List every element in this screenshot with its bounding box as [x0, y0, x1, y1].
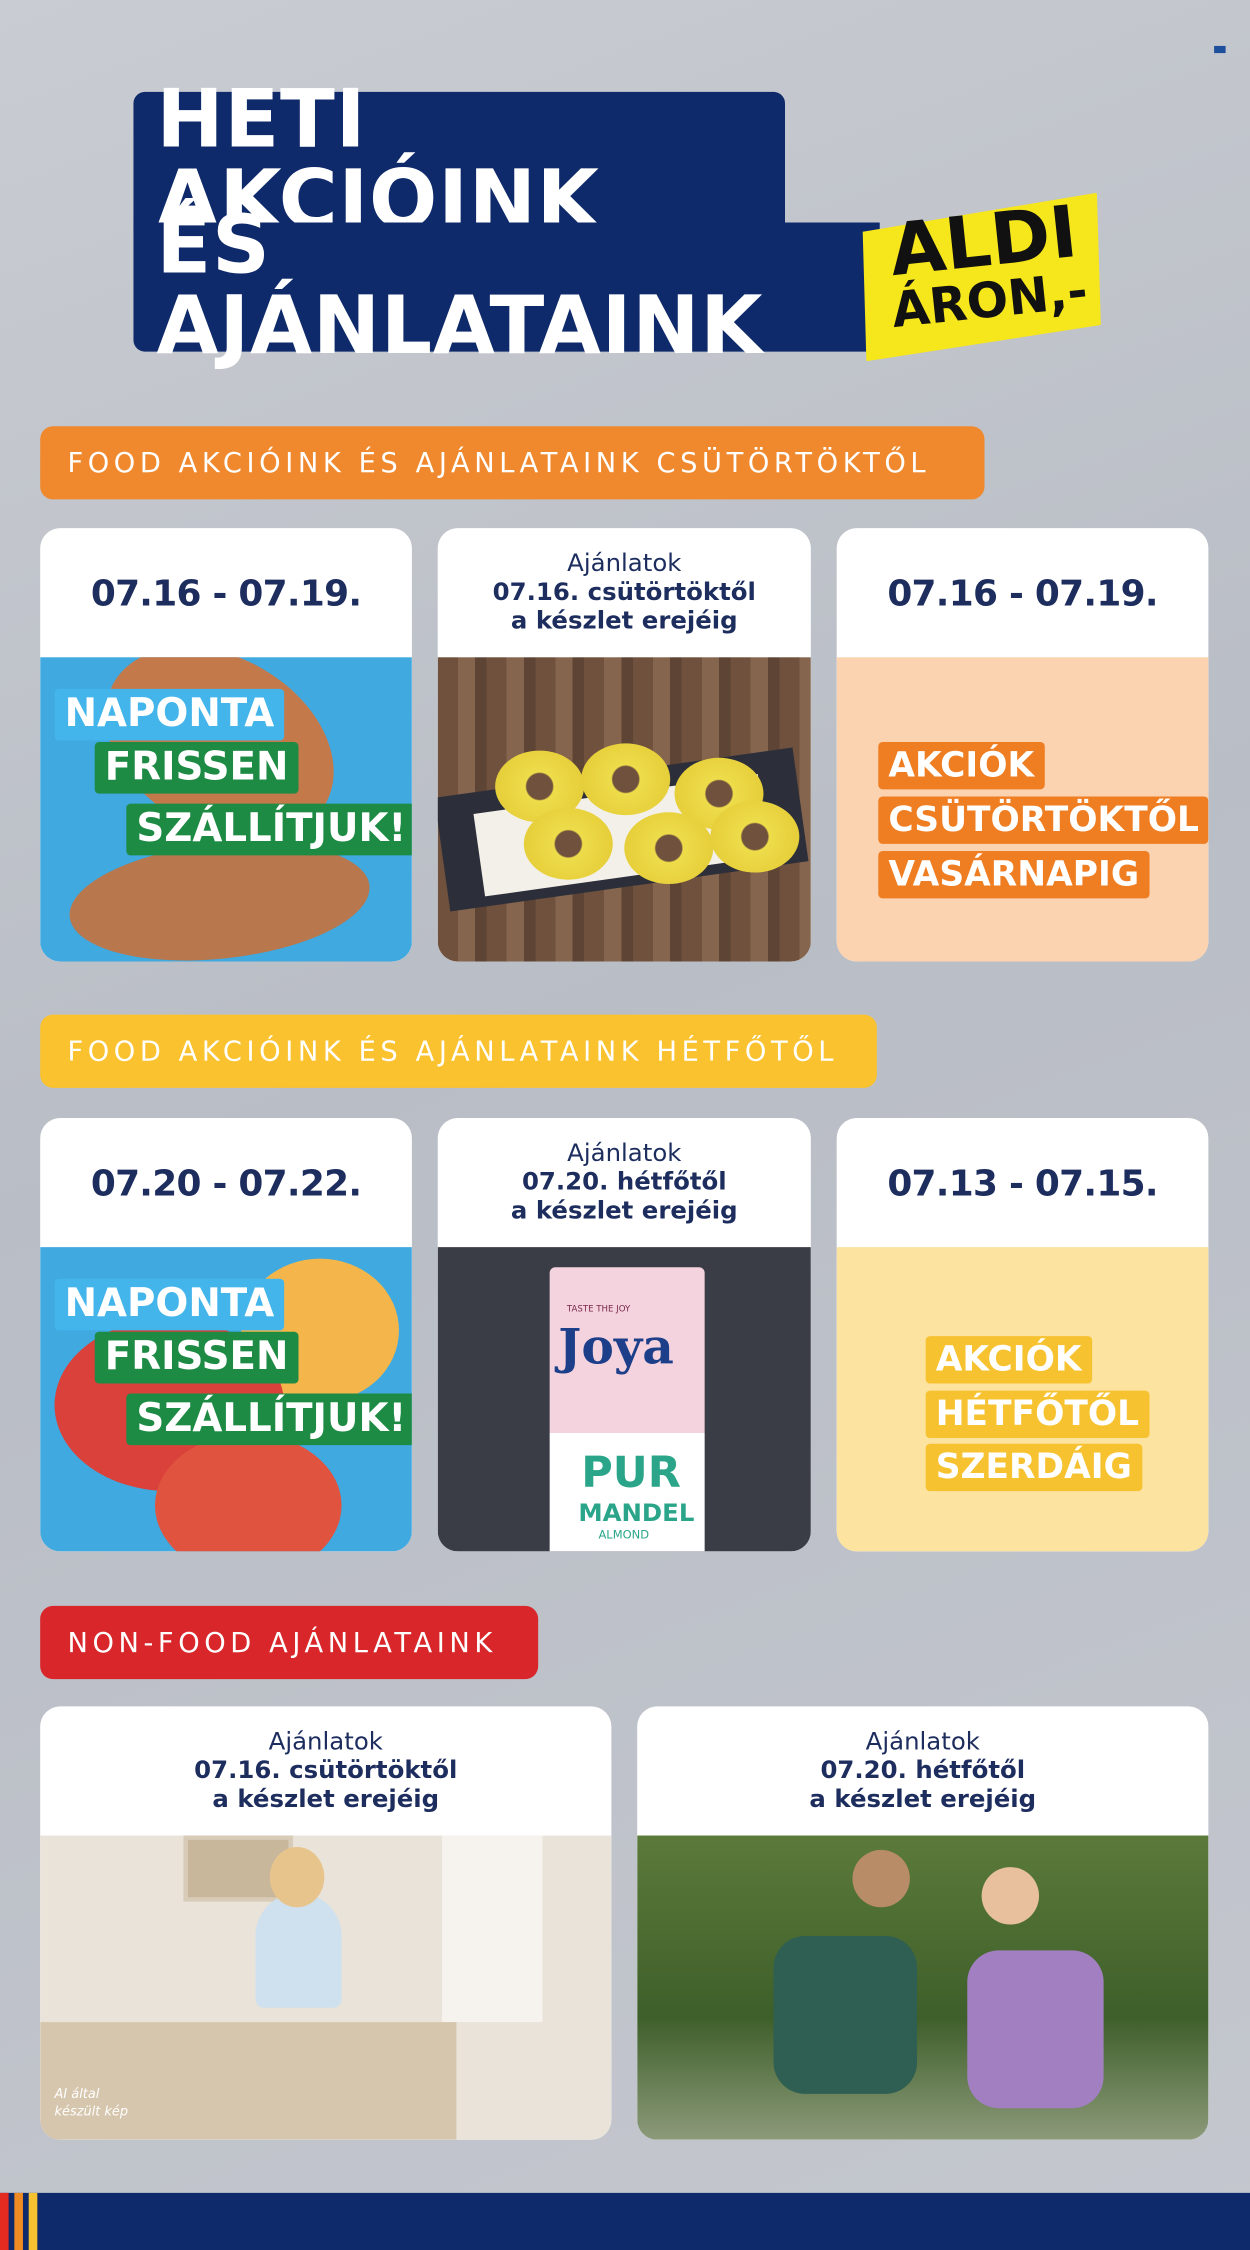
section-header: FOOD AKCIÓINK ÉS AJÁNLATAINK HÉTFŐTŐL [40, 1014, 877, 1088]
image-shape [154, 1433, 342, 1552]
image-shape [581, 743, 671, 816]
card-image [437, 657, 811, 962]
image-shape [40, 2022, 457, 2140]
promo-label: AKCIÓK [878, 741, 1045, 790]
promo-label: CSÜTÖRTÖKTŐL [878, 796, 1209, 844]
badge-text: ALDI ÁRON,- [873, 190, 1100, 340]
card-header: Ajánlatok 07.16. csütörtöktől a készlet er… [438, 528, 811, 657]
image-shape [981, 1867, 1040, 1925]
card-header-line: 07.16. csütörtöktől [492, 578, 756, 608]
card-image: AI által készült kép [40, 1835, 612, 2140]
promo-label: NAPONTA [54, 1278, 285, 1331]
card-header: Ajánlatok 07.16. csütörtöktől a készlet er… [40, 1706, 611, 1835]
title-line: HETI AKCIÓINK [133, 80, 786, 240]
image-shape [624, 812, 714, 885]
title-line: ÉS AJÁNLATAINK [133, 206, 880, 367]
product-text: PUR [581, 1448, 681, 1499]
card-image [637, 1835, 1209, 2140]
image-note: AI által [54, 2088, 100, 2103]
offer-card: 07.16 - 07.19. NAPONTA FRISSEN SZÁLLÍTJUK! [40, 528, 412, 962]
product-text: MANDEL [578, 1499, 695, 1529]
card-header-line: a készlet erejéig [510, 607, 738, 636]
offer-card: Ajánlatok 07.16. csütörtöktől a készlet er… [437, 528, 811, 962]
card-header-line: 07.20. hétfőtől [521, 1168, 727, 1197]
image-shape [967, 1950, 1104, 2109]
offer-card: Ajánlatok 07.20. hétfőtől a készlet erejéi… [437, 1117, 811, 1552]
card-header-line: Ajánlatok [865, 1727, 980, 1757]
product-text: ALMOND [598, 1528, 650, 1542]
card-header: Ajánlatok 07.20. hétfőtől a készlet erejéi… [438, 1118, 811, 1247]
image-shape [710, 800, 800, 873]
image-shape [523, 807, 613, 880]
offer-card: 07.20 - 07.22. NAPONTA FRISSEN SZÁLLÍTJUK! [40, 1117, 412, 1552]
promo-label: SZÁLLÍTJUK! [126, 1393, 412, 1446]
card-header-line: 07.16 - 07.19. [90, 571, 362, 614]
promo-label: AKCIÓK [925, 1336, 1092, 1384]
offer-card: Ajánlatok 07.16. csütörtöktől a készlet er… [40, 1706, 612, 2140]
card-image: AKCIÓK CSÜTÖRTÖKTŐL VASÁRNAPIG [836, 657, 1209, 962]
promo-label: FRISSEN [94, 1331, 299, 1385]
promo-label: SZERDÁIG [925, 1443, 1142, 1491]
card-image: AKCIÓK HÉTFŐTŐL SZERDÁIG [836, 1247, 1209, 1552]
section-header: FOOD AKCIÓINK ÉS AJÁNLATAINK CSÜTÖRTÖKTŐ… [40, 426, 985, 500]
offer-card: Ajánlatok 07.20. hétfőtől a készlet erejéi… [637, 1706, 1209, 2140]
card-header-line: 07.16 - 07.19. [887, 571, 1158, 614]
footer-stripe [28, 2192, 38, 2250]
card-header-line: a készlet erejéig [809, 1785, 1037, 1815]
image-shape [255, 1892, 342, 2008]
section-header: NON-FOOD AJÁNLATAINK [40, 1605, 539, 1680]
card-header-line: a készlet erejéig [212, 1785, 440, 1815]
card-header: 07.16 - 07.19. [40, 528, 412, 657]
promo-label: HÉTFŐTŐL [925, 1390, 1150, 1438]
product-text: TASTE THE JOY [566, 1304, 631, 1315]
card-header-line: Ajánlatok [567, 1139, 682, 1169]
image-shape [549, 1267, 705, 1552]
card-image: NAPONTA FRISSEN SZÁLLÍTJUK! [40, 657, 412, 962]
card-header-line: 07.20. hétfőtől [820, 1756, 1026, 1786]
card-header: 07.20 - 07.22. [40, 1118, 412, 1247]
card-header-line: a készlet erejéig [510, 1196, 738, 1226]
promo-label: NAPONTA [54, 688, 285, 742]
offer-card: 07.13 - 07.15. AKCIÓK HÉTFŐTŐL SZERDÁIG [836, 1117, 1209, 1552]
card-header-line: Ajánlatok [268, 1727, 383, 1757]
image-shape [442, 1835, 543, 2023]
image-shape [773, 1935, 918, 2094]
promo-label: VASÁRNAPIG [878, 851, 1150, 899]
card-header-line: 07.16. csütörtöktől [194, 1756, 458, 1786]
card-header-line: 07.20 - 07.22. [90, 1161, 362, 1204]
card-image: NAPONTA FRISSEN SZÁLLÍTJUK! [40, 1247, 412, 1552]
image-note: készült kép [54, 2105, 129, 2120]
promo-label: FRISSEN [94, 741, 299, 795]
footer-bar [0, 2192, 1250, 2250]
image-shape [852, 1849, 910, 1908]
footer-stripe [14, 2192, 23, 2250]
offer-card: 07.16 - 07.19. AKCIÓK CSÜTÖRTÖKTŐL VASÁRNAP… [836, 528, 1209, 962]
card-image: TASTE THE JOY Joya PUR MANDEL ALMOND [437, 1247, 811, 1552]
card-header: 07.13 - 07.15. [837, 1118, 1209, 1247]
product-text: Joya [558, 1318, 674, 1377]
logo-mark [1214, 45, 1226, 54]
promo-label: SZÁLLÍTJUK! [126, 803, 412, 856]
card-header-line: 07.13 - 07.15. [887, 1161, 1158, 1204]
card-header: 07.16 - 07.19. [837, 528, 1209, 657]
image-shape [269, 1847, 325, 1908]
card-header-line: Ajánlatok [567, 549, 682, 579]
card-header: Ajánlatok 07.20. hétfőtől a készlet erejéi… [637, 1706, 1208, 1835]
footer-stripe [0, 2192, 9, 2250]
